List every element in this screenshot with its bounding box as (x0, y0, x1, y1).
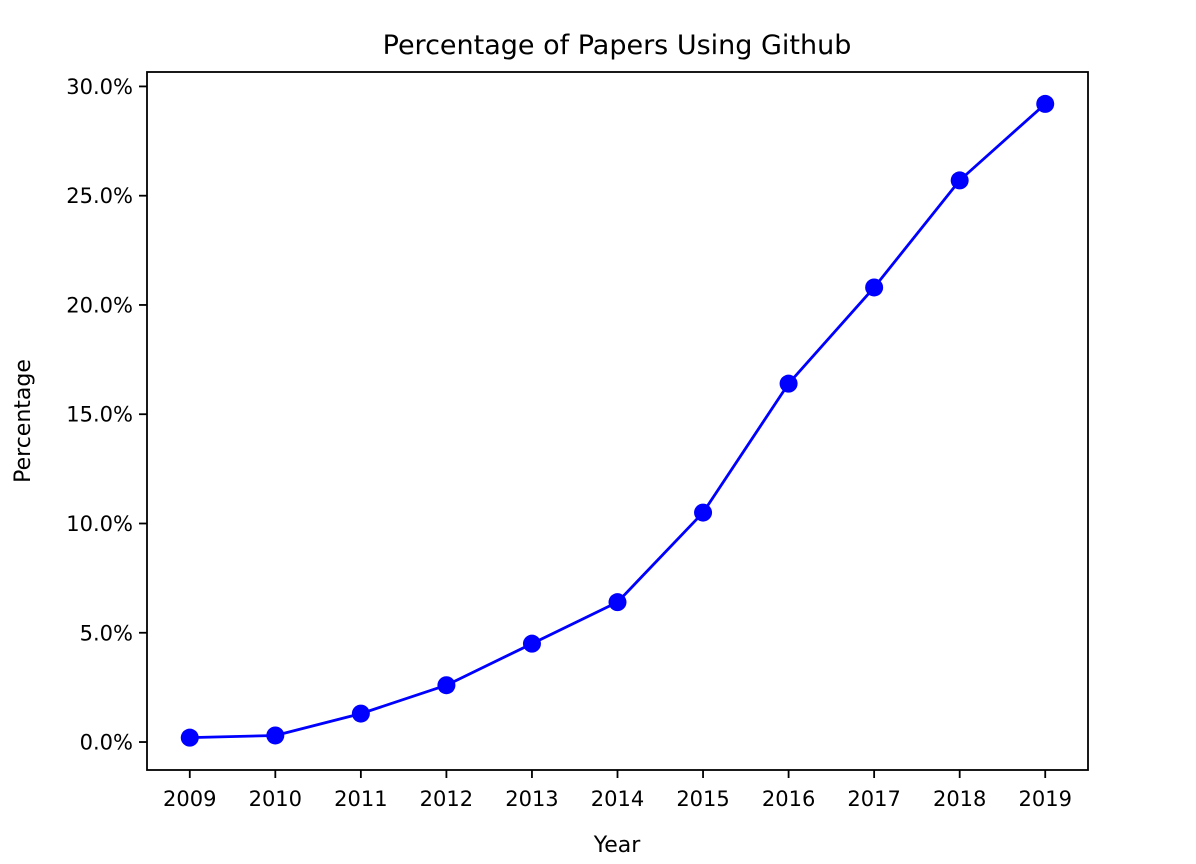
x-tick-label: 2009 (163, 787, 216, 811)
y-tick-label: 0.0% (80, 731, 133, 755)
data-point (608, 593, 627, 612)
y-tick-label: 20.0% (66, 293, 133, 317)
plot-content: 2009 2010 2011 2012 2013 2014 2015 2016 2017 2018… (66, 75, 1072, 811)
plot-border (146, 71, 1089, 771)
x-tick-label: 2014 (591, 787, 644, 811)
y-tick-label: 15.0% (66, 403, 133, 427)
data-point (522, 634, 541, 653)
data-point (180, 728, 199, 747)
y-axis-label: Percentage (11, 359, 36, 483)
y-tick-label: 10.0% (66, 512, 133, 536)
y-tick-label: 25.0% (66, 184, 133, 208)
data-point (351, 704, 370, 723)
chart-title: Percentage of Papers Using Github (383, 30, 852, 61)
x-tick-label: 2015 (676, 787, 729, 811)
data-point (266, 726, 285, 745)
data-line (188, 102, 1047, 740)
x-tick-label: 2011 (334, 787, 387, 811)
x-tick-label: 2019 (1019, 787, 1072, 811)
data-point (1036, 94, 1055, 113)
x-tick-label: 2010 (249, 787, 302, 811)
data-point (437, 676, 456, 695)
data-point (865, 278, 884, 297)
data-point (779, 374, 798, 393)
data-point (950, 171, 969, 190)
y-tick-label: 5.0% (80, 621, 133, 645)
x-tick-label: 2017 (847, 787, 900, 811)
data-point (694, 503, 713, 522)
x-tick-label: 2013 (505, 787, 558, 811)
x-tick-label: 2016 (762, 787, 815, 811)
y-tick-label: 30.0% (66, 75, 133, 99)
x-tick-label: 2018 (933, 787, 986, 811)
x-axis-label: Year (593, 833, 642, 858)
x-tick-label: 2012 (420, 787, 473, 811)
